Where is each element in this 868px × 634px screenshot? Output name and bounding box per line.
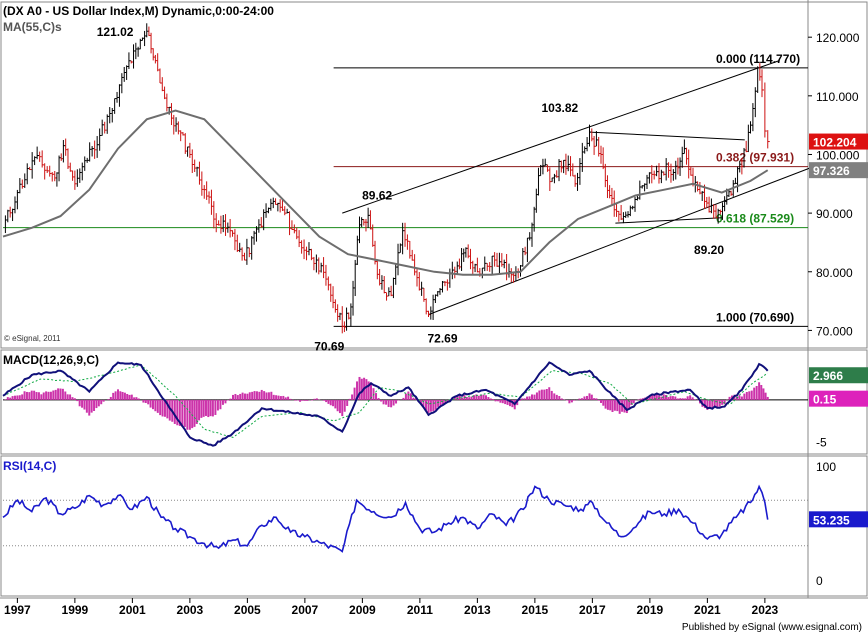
ma-label: MA(55,C)s (3, 20, 62, 34)
last-price-badge: 102.204 (813, 136, 857, 150)
x-tick-label: 1999 (62, 603, 89, 617)
price-y-label: 80.000 (816, 266, 853, 280)
fib-label-2: 0.618 (87.529) (716, 212, 794, 226)
fib-label-0: 0.000 (114.770) (716, 52, 800, 66)
x-tick-label: 2023 (752, 603, 779, 617)
x-tick-label: 2017 (579, 603, 606, 617)
annotation-72.69: 72.69 (428, 332, 458, 346)
x-tick-label: 2013 (464, 603, 491, 617)
macd-value-badge-bg (809, 367, 868, 384)
x-tick-label: 2015 (522, 603, 549, 617)
fib-label-3: 1.000 (70.690) (716, 310, 794, 324)
last-price-badge-bg (809, 133, 868, 150)
macd-hist-value-badge-bg (809, 390, 868, 407)
price-y-label: 120.000 (816, 31, 860, 45)
ma-value-badge-bg (809, 162, 868, 179)
rsi-value-badge: 53.235 (813, 513, 850, 527)
x-tick-label: 2007 (292, 603, 319, 617)
publisher-credit: Published by eSignal (www.esignal.com) (682, 622, 862, 633)
x-tick-label: 2001 (119, 603, 146, 617)
panel-frames (0, 0, 868, 599)
macd-hist-value-badge: 0.15 (813, 393, 837, 407)
x-tick-label: 1997 (4, 603, 31, 617)
rsi-label: RSI(14,C) (3, 459, 56, 473)
annotation-89.62: 89.62 (362, 188, 392, 202)
rsi-line (2, 484, 769, 553)
rsi-panel (2, 484, 808, 553)
rsi-y-label: 100 (816, 460, 836, 474)
macd-value-badge: 2.966 (813, 369, 843, 383)
x-tick-label: 2021 (694, 603, 721, 617)
triangle-upper (589, 131, 745, 141)
price-y-label: 110.000 (816, 90, 859, 104)
macd-signal-line (2, 364, 768, 438)
x-tick-label: 2005 (234, 603, 261, 617)
annotation-89.20: 89.20 (694, 243, 724, 257)
channel-upper (342, 60, 780, 214)
x-tick-label: 2019 (637, 603, 664, 617)
annotation-103.82: 103.82 (542, 101, 579, 115)
ma-value-badge: 97.326 (813, 164, 850, 178)
price-y-label: 70.000 (816, 324, 853, 338)
x-tick-label: 2009 (349, 603, 376, 617)
macd-panel (2, 361, 808, 447)
copyright: © eSignal, 2011 (4, 334, 61, 343)
rsi-value-badge-bg (809, 511, 868, 528)
x-axis: 1997 1999 2001 2003 2005 2007 2009 2011 2013 2015… (4, 598, 779, 617)
macd-line (2, 361, 769, 447)
price-y-label: 90.000 (816, 207, 853, 221)
channel-lower (428, 162, 823, 316)
macd-label: MACD(12,26,9,C) (3, 353, 99, 367)
y-axis: 120.000 110.000 100.000 90.000 80.000 70.000 -… (808, 31, 868, 588)
macd-y-label: -5 (816, 436, 827, 450)
ma55-line (2, 109, 769, 276)
triangle-lower (615, 217, 722, 224)
annotation-70.69: 70.69 (314, 339, 344, 353)
rsi-y-label: 0 (816, 574, 823, 588)
x-tick-label: 2003 (177, 603, 204, 617)
x-tick-label: 2011 (407, 603, 433, 617)
price-panel: 0.000 (114.770) 0.382 (97.931) 0.618 (87.5… (2, 23, 823, 353)
chart-title: (DX A0 - US Dollar Index,M) Dynamic,0:00… (3, 4, 274, 18)
panel-border-2 (0, 455, 868, 597)
fib-label-1: 0.382 (97.931) (716, 151, 794, 165)
price-y-label: 100.000 (816, 148, 860, 162)
annotation-121.02: 121.02 (97, 25, 134, 39)
